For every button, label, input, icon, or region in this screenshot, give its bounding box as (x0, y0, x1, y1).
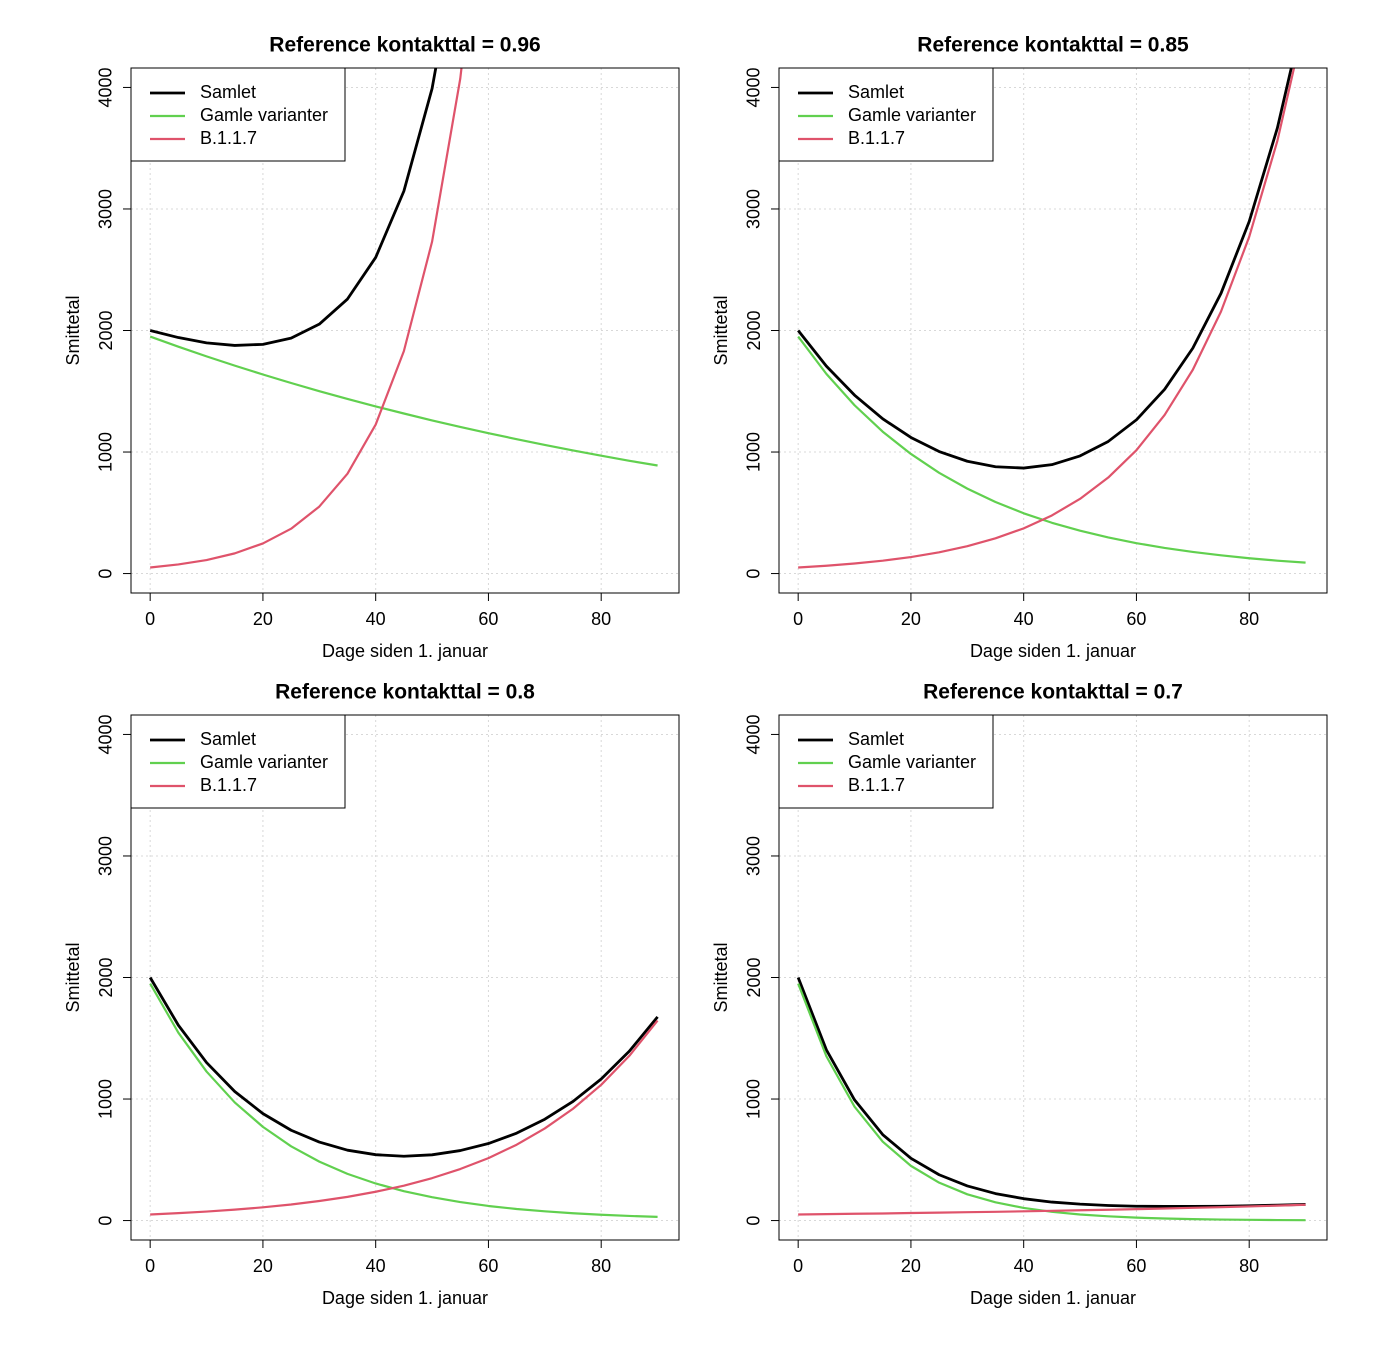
panel: Reference kontakttal = 0.8 0 1000 2000 3000 4… (63, 681, 680, 1308)
plot-area (797, 68, 1306, 569)
x-tick-label: 0 (145, 1256, 155, 1276)
legend-label: Samlet (848, 82, 904, 102)
legend-label: Samlet (200, 729, 256, 749)
legend-label: Samlet (200, 82, 256, 102)
series-line (796, 976, 1306, 1208)
series-line (150, 68, 463, 569)
chart-title: Reference kontakttal = 0.7 (923, 681, 1183, 704)
legend-label: B.1.1.7 (848, 775, 905, 795)
series-line (149, 335, 658, 467)
x-tick-label: 0 (793, 609, 803, 629)
y-tick-label: 4000 (744, 67, 764, 107)
y-tick-label: 1000 (744, 1079, 764, 1119)
plot-frame (778, 714, 1328, 1241)
legend-box (130, 714, 346, 809)
legend-label: B.1.1.7 (848, 128, 905, 148)
x-tick-label: 20 (901, 1256, 921, 1276)
y-tick-label: 1000 (96, 1079, 116, 1119)
plot-area (796, 976, 1306, 1222)
x-axis-label: Dage siden 1. januar (322, 1288, 488, 1308)
x-tick-label: 20 (253, 1256, 273, 1276)
x-tick-label: 60 (1126, 1256, 1146, 1276)
x-tick-label: 60 (478, 1256, 498, 1276)
y-axis-label: Smittetal (63, 295, 83, 365)
x-axis-label: Dage siden 1. januar (970, 1288, 1136, 1308)
y-axis-label: Smittetal (711, 295, 731, 365)
x-tick-label: 0 (145, 609, 155, 629)
y-tick-label: 2000 (96, 957, 116, 997)
x-tick-label: 20 (253, 609, 273, 629)
chart-title: Reference kontakttal = 0.8 (275, 681, 535, 704)
legend-label: Gamle varianter (848, 752, 976, 772)
y-tick-label: 3000 (744, 189, 764, 229)
panel: Reference kontakttal = 0.96 0 1000 2000 3000… (63, 34, 680, 661)
y-tick-label: 4000 (96, 67, 116, 107)
series-line (797, 983, 1306, 1222)
series-line (797, 335, 1306, 564)
y-tick-label: 4000 (96, 714, 116, 754)
y-tick-label: 3000 (744, 836, 764, 876)
x-tick-label: 40 (366, 1256, 386, 1276)
y-tick-label: 1000 (96, 432, 116, 472)
legend-box (778, 67, 994, 162)
panel: Reference kontakttal = 0.7 0 1000 2000 3000 4… (711, 681, 1328, 1308)
plot-area (148, 976, 659, 1219)
x-tick-label: 40 (366, 609, 386, 629)
legend-box (778, 714, 994, 809)
series-line (149, 983, 658, 1219)
panel: Reference kontakttal = 0.85 0 1000 2000 3000… (711, 34, 1328, 661)
y-axis-label: Smittetal (63, 942, 83, 1012)
y-tick-label: 2000 (96, 310, 116, 350)
x-tick-label: 20 (901, 609, 921, 629)
x-tick-label: 80 (591, 609, 611, 629)
legend-box (130, 67, 346, 162)
x-tick-label: 40 (1014, 609, 1034, 629)
series-line (150, 1019, 659, 1216)
plot-area (149, 68, 658, 569)
x-tick-label: 60 (1126, 609, 1146, 629)
series-line (149, 68, 438, 347)
y-tick-label: 3000 (96, 836, 116, 876)
y-axis-label: Smittetal (711, 942, 731, 1012)
legend-label: Gamle varianter (200, 752, 328, 772)
y-tick-label: 0 (744, 569, 764, 579)
x-axis-label: Dage siden 1. januar (322, 641, 488, 661)
y-tick-label: 0 (744, 1216, 764, 1226)
x-axis-label: Dage siden 1. januar (970, 641, 1136, 661)
y-tick-label: 0 (96, 1216, 116, 1226)
series-line (148, 976, 659, 1158)
y-tick-label: 2000 (744, 957, 764, 997)
series-line (798, 68, 1296, 569)
x-tick-label: 80 (1239, 1256, 1259, 1276)
legend-label: B.1.1.7 (200, 775, 257, 795)
plot-frame (778, 67, 1328, 594)
x-tick-label: 80 (1239, 609, 1259, 629)
chart-title: Reference kontakttal = 0.85 (917, 34, 1189, 57)
y-tick-label: 1000 (744, 432, 764, 472)
legend-label: Samlet (848, 729, 904, 749)
x-tick-label: 60 (478, 609, 498, 629)
chart-title: Reference kontakttal = 0.96 (269, 34, 540, 57)
legend-label: Gamle varianter (848, 105, 976, 125)
y-tick-label: 2000 (744, 310, 764, 350)
plot-frame (130, 714, 680, 1241)
legend-label: Gamle varianter (200, 105, 328, 125)
y-tick-label: 4000 (744, 714, 764, 754)
x-tick-label: 0 (793, 1256, 803, 1276)
legend-label: B.1.1.7 (200, 128, 257, 148)
series-line (797, 68, 1293, 470)
x-tick-label: 40 (1014, 1256, 1034, 1276)
series-line (798, 1203, 1306, 1216)
y-tick-label: 3000 (96, 189, 116, 229)
plot-frame (130, 67, 680, 594)
y-tick-label: 0 (96, 569, 116, 579)
x-tick-label: 80 (591, 1256, 611, 1276)
